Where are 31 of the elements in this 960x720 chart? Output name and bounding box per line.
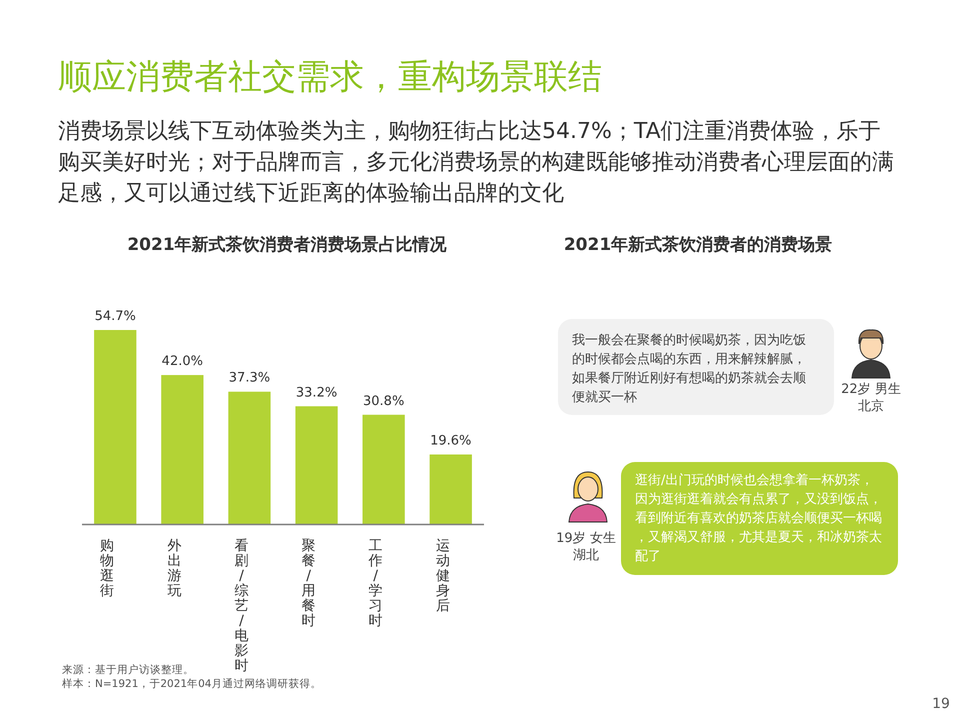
text: 逛街/出门玩的时候也会想拿着一杯奶茶，因为逛街逛着就会有点累了，又没到饭点，看到附近有喜欢的奶茶店就会顺便买一杯喝，又解渴又舒服，尤其是夏天，和冰奶茶太配了: [635, 472, 882, 564]
text: 北京: [858, 399, 884, 414]
data-label: 54.7%: [94, 309, 136, 324]
text: 22岁 男生: [841, 382, 901, 397]
x-tick-label: 外出游玩: [167, 538, 182, 599]
data-label: 19.6%: [430, 433, 472, 448]
text: 消费场景以线下互动体验类为主，购物狂街占比达54.7%；TA们注重消费体验，乐于购买美好时光；对于品牌而言，多元化消费场景的构建既能够推动消费者心理层面的满足感，又可以通过线下近距离的体验输出品牌的文化: [58, 119, 894, 206]
source-note: 来源：基于用户访谈整理。: [62, 663, 194, 676]
data-label: 33.2%: [296, 385, 338, 400]
x-tick-label: 聚餐/用餐时: [302, 538, 316, 629]
bar: [362, 414, 405, 524]
chart-title: 2021年新式茶饮消费者消费场景占比情况: [127, 235, 448, 255]
bar: [94, 330, 136, 524]
text: 湖北: [573, 548, 599, 563]
bar: [228, 392, 271, 524]
bar: [295, 406, 338, 524]
text: 我一般会在聚餐的时候喝奶茶，因为吃饭的时候都会点喝的东西，用来解辣解腻，如果餐厅附近刚好有想喝的奶茶就会去顺便就买一杯: [572, 333, 806, 405]
text: 顺应消费者社交需求，重构场景联结: [58, 57, 602, 97]
category-label: 看剧/综艺/电影时: [234, 538, 248, 674]
x-tick-label: 工作/学习时: [368, 538, 383, 629]
bar: [161, 375, 204, 524]
text: 19岁 女生: [556, 531, 616, 546]
text: 2021年新式茶饮消费者的消费场景: [564, 235, 832, 255]
data-label: 30.8%: [363, 394, 404, 409]
x-tick-label: 购物逛街: [100, 538, 114, 599]
text: 19: [932, 696, 950, 712]
x-tick-label: 运动健身后: [436, 538, 450, 614]
data-label: 37.3%: [228, 370, 270, 386]
text: 样本：N=1921，于2021年04月通过网络调研获得。: [62, 677, 322, 690]
data-label: 42.0%: [162, 354, 203, 370]
bar: [430, 454, 472, 524]
